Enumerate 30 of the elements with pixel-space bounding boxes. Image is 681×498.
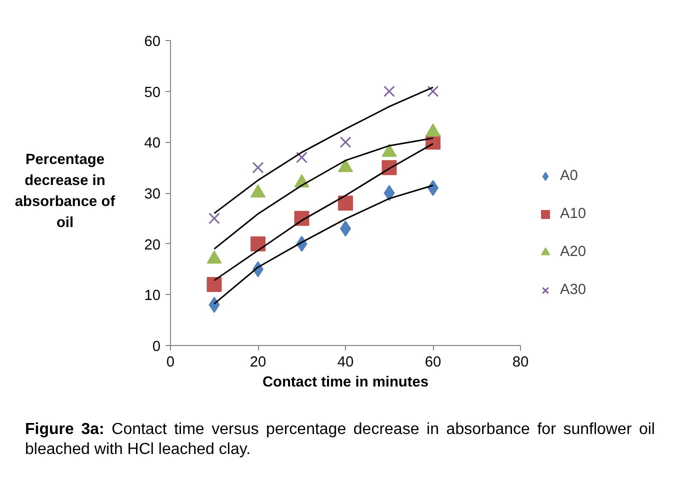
y-tick-label: 10 xyxy=(144,288,161,304)
y-axis-title: Percentage decrease in absorbance of oil xyxy=(14,151,116,233)
y-tick-label: 60 xyxy=(144,34,161,50)
point xyxy=(338,196,353,211)
x-tick-label: 80 xyxy=(512,354,529,370)
legend-label: A10 xyxy=(560,206,586,222)
point xyxy=(384,185,395,201)
caption: Figure 3a: Contact time versus percentage decrease in absorbance for sunflower oil bleached with HCl leached clay. xyxy=(25,420,655,460)
line-series xyxy=(214,86,434,214)
legend-label: A0 xyxy=(560,168,579,184)
point xyxy=(252,162,264,174)
point xyxy=(206,277,222,292)
point xyxy=(384,86,395,98)
point xyxy=(340,136,352,148)
point xyxy=(208,212,220,224)
x-tick-label: 60 xyxy=(424,354,442,370)
legend-label: A30 xyxy=(560,282,586,298)
y-tick-label: 40 xyxy=(144,136,161,152)
x-tick-label: 20 xyxy=(250,354,266,370)
x-tick-label: 40 xyxy=(337,354,354,370)
x-axis-title: Contact time in minutes xyxy=(262,374,429,390)
point xyxy=(427,86,439,98)
y-tick-label: 30 xyxy=(144,186,161,202)
point xyxy=(250,236,266,252)
point xyxy=(296,152,308,164)
y-tick-label: 50 xyxy=(144,84,161,101)
legend-label: A20 xyxy=(560,244,586,260)
y-tick-label: 20 xyxy=(144,237,161,254)
x-tick-label: 0 xyxy=(166,354,175,370)
y-tick-label: 0 xyxy=(152,339,161,355)
